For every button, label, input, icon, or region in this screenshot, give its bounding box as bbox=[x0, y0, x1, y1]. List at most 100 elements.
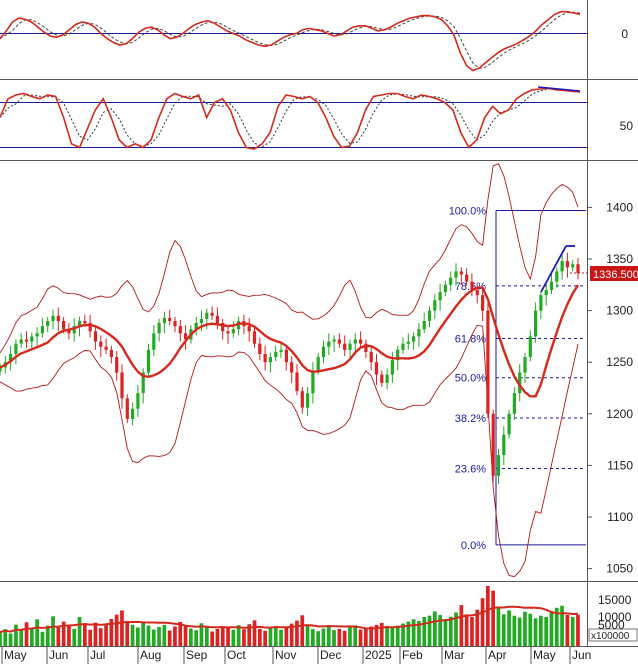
candle-body bbox=[40, 326, 44, 334]
volume-bar bbox=[570, 617, 575, 646]
candle-body bbox=[534, 310, 538, 337]
candle-body bbox=[284, 349, 288, 363]
volume-bar bbox=[72, 628, 77, 646]
volume-bar bbox=[358, 629, 363, 646]
candle-body bbox=[343, 343, 347, 350]
volume-bar bbox=[395, 625, 400, 646]
osc2-tick-label: 50 bbox=[620, 119, 634, 133]
month-label: 2025 bbox=[365, 648, 392, 662]
price-tick-label: 1300 bbox=[606, 304, 633, 318]
volume-bar bbox=[98, 628, 103, 646]
price-tick-label: 1100 bbox=[607, 510, 633, 524]
candle-body bbox=[157, 323, 161, 334]
candle-body bbox=[380, 374, 384, 383]
volume-bar bbox=[305, 625, 310, 646]
volume-bar bbox=[528, 613, 533, 646]
month-label: Jul bbox=[90, 648, 105, 662]
candle-body bbox=[83, 321, 87, 324]
month-label: Apr bbox=[488, 648, 507, 662]
volume-bar bbox=[56, 626, 61, 646]
price-tick-label: 1150 bbox=[607, 458, 633, 472]
candle-body bbox=[412, 336, 416, 342]
candle-body bbox=[221, 323, 225, 332]
candle-body bbox=[152, 333, 156, 350]
volume-bar bbox=[427, 615, 432, 646]
volume-bar bbox=[321, 628, 326, 646]
candle-body bbox=[252, 331, 257, 344]
candle-body bbox=[99, 341, 103, 347]
volume-bar bbox=[8, 633, 13, 646]
trend-line bbox=[540, 245, 567, 293]
candle-body bbox=[316, 357, 320, 371]
volume-bar bbox=[210, 631, 214, 646]
volume-bar bbox=[215, 628, 220, 646]
volume-bar bbox=[539, 615, 543, 646]
volume-bar bbox=[252, 620, 257, 646]
candle-body bbox=[401, 343, 405, 350]
volume-bar bbox=[417, 620, 421, 646]
candle-body bbox=[481, 295, 485, 311]
candle-body bbox=[311, 370, 315, 394]
volume-bar bbox=[433, 611, 437, 646]
candle-body bbox=[295, 372, 299, 392]
volume-bar bbox=[385, 625, 389, 646]
volume-bar bbox=[475, 609, 480, 646]
volume-bar bbox=[284, 627, 289, 646]
volume-bar bbox=[136, 627, 140, 646]
volume-bar bbox=[348, 626, 352, 646]
candle-body bbox=[184, 333, 188, 340]
month-label: Aug bbox=[140, 648, 161, 662]
price-tick-label: 1050 bbox=[606, 562, 633, 576]
osc2-main-line bbox=[0, 87, 581, 150]
volume-panel: 15000 10000 5000 x100000 bbox=[0, 582, 638, 647]
candle-body bbox=[104, 346, 108, 350]
volume-bar bbox=[268, 628, 273, 646]
candle-body bbox=[306, 393, 310, 408]
volume-bar bbox=[146, 625, 151, 646]
month-label: Jun bbox=[572, 648, 591, 662]
candle-body bbox=[470, 281, 474, 290]
candle-body bbox=[385, 374, 389, 383]
last-price-tag-bg bbox=[590, 266, 638, 281]
candle-body bbox=[523, 357, 527, 373]
month-label: Sep bbox=[186, 648, 208, 662]
candle-body bbox=[396, 349, 400, 361]
candle-body bbox=[454, 271, 458, 278]
month-label: Mar bbox=[444, 648, 465, 662]
volume-bar bbox=[364, 628, 368, 646]
candle-body bbox=[449, 277, 453, 285]
volume-bar bbox=[491, 590, 495, 646]
volume-bar bbox=[104, 623, 108, 646]
volume-tick-5000: 5000 bbox=[598, 618, 625, 632]
volume-average-line bbox=[0, 605, 579, 634]
volume-bar bbox=[242, 629, 246, 646]
volume-bar bbox=[576, 614, 580, 646]
volume-tick-10000: 10000 bbox=[598, 610, 632, 624]
candle-body bbox=[348, 343, 352, 350]
volume-bar bbox=[0, 632, 2, 646]
candle-body bbox=[173, 321, 177, 327]
volume-bar bbox=[369, 626, 373, 646]
volume-bar bbox=[379, 622, 384, 646]
candle-body bbox=[369, 351, 373, 363]
volume-bar bbox=[454, 612, 458, 646]
candle-body bbox=[279, 349, 283, 352]
candle-body bbox=[72, 326, 76, 334]
volume-bar bbox=[157, 626, 161, 646]
volume-bar bbox=[289, 623, 294, 646]
volume-bar bbox=[273, 625, 278, 646]
candle-body bbox=[231, 329, 235, 334]
candle-body bbox=[576, 264, 580, 273]
volume-bar bbox=[67, 626, 71, 646]
volume-bar bbox=[353, 625, 358, 646]
upper-band-line bbox=[0, 163, 579, 354]
volume-bar bbox=[162, 624, 167, 646]
candle-body bbox=[475, 290, 479, 296]
price-tick-label: 1200 bbox=[606, 407, 633, 421]
volume-bar bbox=[523, 611, 527, 646]
candle-body bbox=[131, 408, 135, 419]
candle-body bbox=[237, 321, 241, 330]
candle-body bbox=[24, 339, 29, 342]
volume-bar bbox=[337, 628, 342, 646]
